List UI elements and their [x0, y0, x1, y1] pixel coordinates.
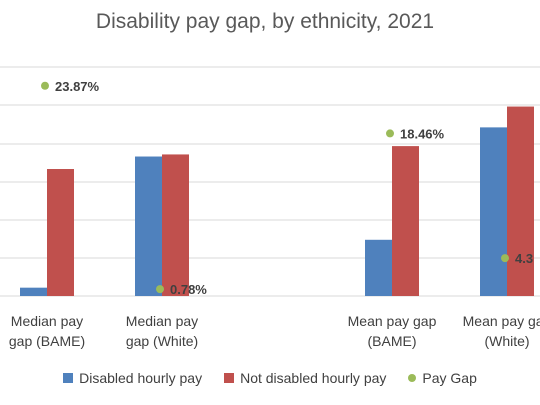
category-label-1-0: Median pay	[126, 313, 198, 329]
category-label-3-1: (White)	[484, 333, 529, 349]
legend-label-not-disabled: Not disabled hourly pay	[240, 370, 387, 386]
legend-item-not-disabled: Not disabled hourly pay	[224, 370, 386, 386]
category-label-3-0: Mean pay gap	[463, 313, 540, 329]
legend: Disabled hourly pay Not disabled hourly …	[0, 370, 540, 386]
bar-disabled-3	[480, 127, 507, 296]
legend-item-disabled: Disabled hourly pay	[63, 370, 202, 386]
pay-gap-label-3: 4.3	[515, 251, 533, 266]
legend-swatch-pay-gap	[408, 374, 417, 382]
legend-label-disabled: Disabled hourly pay	[79, 370, 203, 386]
pay-gap-point-2	[386, 129, 394, 138]
bar-not-disabled-1	[162, 154, 189, 296]
pay-gap-point-0	[41, 81, 49, 90]
bar-disabled-1	[135, 156, 162, 296]
category-label-2-0: Mean pay gap	[348, 313, 437, 329]
legend-item-pay-gap: Pay Gap	[408, 370, 477, 386]
chart-title: Disability pay gap, by ethnicity, 2021	[95, 10, 435, 33]
category-label-1-1: gap (White)	[126, 333, 198, 349]
pay-gap-label-0: 23.87%	[55, 79, 100, 94]
category-label-0-0: Median pay	[11, 313, 83, 329]
category-label-0-1: gap (BAME)	[9, 333, 85, 349]
legend-swatch-disabled	[63, 373, 74, 383]
pay-gap-point-3	[501, 254, 509, 263]
category-label-2-1: (BAME)	[368, 333, 417, 349]
bar-not-disabled-3	[507, 106, 534, 297]
legend-label-pay-gap: Pay Gap	[422, 370, 477, 386]
pay-gap-label-2: 18.46%	[400, 126, 445, 141]
bar-not-disabled-2	[392, 146, 419, 296]
bar-disabled-2	[365, 239, 392, 296]
bar-disabled-0	[20, 287, 47, 296]
pay-gap-label-1: 0.78%	[170, 282, 207, 297]
pay-gap-point-1	[156, 285, 164, 294]
legend-swatch-not-disabled	[224, 373, 235, 383]
bar-not-disabled-0	[47, 169, 74, 296]
